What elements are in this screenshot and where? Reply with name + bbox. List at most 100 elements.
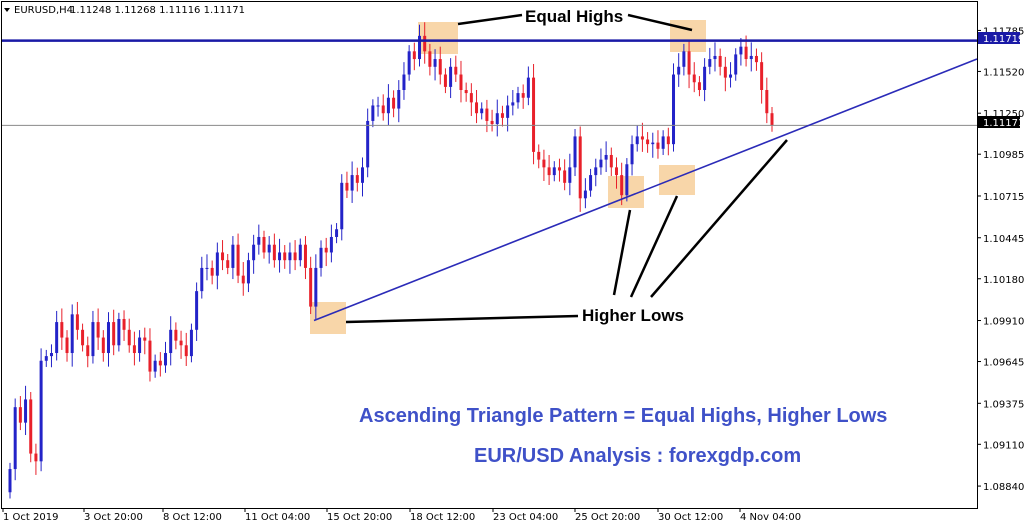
candle-body [506,105,510,118]
candle-body [459,74,463,90]
candle-body [739,46,743,55]
candle-body [640,136,644,140]
candle-body [195,291,199,330]
candle-body [718,55,722,67]
candle-body [547,167,551,176]
candle-body [770,113,774,126]
candle-body [614,167,618,176]
candle-body [13,407,17,470]
candle-body [153,360,157,372]
highlight-box [659,165,695,195]
candle-body [252,244,256,261]
candle-body [449,66,453,87]
candle-body [283,252,287,261]
candle-body [70,314,74,354]
candle-body [635,136,639,145]
candle-body [371,105,375,121]
candle-body [34,453,38,462]
svg-text:1.11171: 1.11171 [983,118,1024,129]
candle-body [563,170,567,183]
chart-lines [2,39,978,322]
candle-body [60,322,64,338]
candle-body [454,66,458,75]
candle-body [542,159,546,168]
candle-body [164,353,168,366]
candle-body [703,66,707,90]
candle-body [215,252,219,276]
candle-body [226,260,230,268]
candle-body [599,159,603,168]
price-tick-label: 1.11250 [983,109,1024,120]
candle-body [257,236,261,245]
candle-body [293,252,297,261]
candle-body [443,74,447,87]
candle-body [267,244,271,253]
candle-body [594,167,598,176]
candle-body [174,329,178,341]
candle-body [91,322,95,357]
candle-body [573,136,577,168]
candle-body [480,108,484,114]
dropdown-triangle-icon[interactable] [4,8,10,12]
price-tick-label: 1.11785 [983,26,1024,37]
candle-body [262,236,266,253]
candle-body [81,329,85,346]
candle-body [221,252,225,261]
candle-body [86,345,90,357]
candle-body [433,59,437,67]
candle-body [324,247,328,253]
candle-body [428,51,432,67]
candle-body [552,167,556,176]
candle-body [158,360,162,366]
candle-body [309,267,313,307]
annotation-pointer [627,13,693,32]
candle-body [568,167,572,183]
candle-body [490,120,494,125]
plot-frame [1,1,978,509]
price-tick-label: 1.11520 [983,67,1024,78]
resistance-price-tag: 1.11719 [978,32,1024,45]
symbol-timeframe: EURUSD,H4 [14,5,73,16]
candle-body [578,136,582,199]
candle-body [169,329,173,354]
time-tick-label: 23 Oct 04:00 [493,512,558,523]
candle-body [184,345,188,357]
time-tick-label: 3 Oct 20:00 [84,512,143,523]
candle-body [412,51,416,60]
candle-body [583,190,587,199]
ohlc-values: 1.11248 1.11268 1.11116 1.11171 [70,5,245,16]
candle-body [231,244,235,268]
candle-body [500,113,504,118]
candle-body [708,59,712,67]
candle-body [677,66,681,75]
candle-body [101,337,105,354]
candle-body [132,345,136,354]
candle-body [723,66,727,78]
price-tick-label: 1.09375 [983,399,1024,410]
svg-text:1.11719: 1.11719 [983,34,1024,45]
annotation-pointer [457,13,523,26]
candle-body [589,175,593,191]
candle-body [210,267,214,276]
candle-body [288,252,292,261]
candle-body [314,267,318,307]
candle-body [749,55,753,60]
price-tick-label: 1.10445 [983,234,1024,245]
candle-body [511,102,515,106]
candle-body [697,82,701,90]
equal-highs-label: Equal Highs [525,7,623,26]
time-tick-label: 30 Oct 12:00 [658,512,723,523]
candle-body [112,322,116,346]
annotation-pointer [629,195,679,298]
candle-body [350,175,354,191]
price-tick-label: 1.10715 [983,192,1024,203]
candle-body [65,337,69,354]
candle-body [557,167,561,171]
candle-body [8,469,12,493]
time-tick-label: 8 Oct 12:00 [163,512,222,523]
candle-body [75,314,79,330]
candle-body [687,51,691,75]
candle-body [630,144,634,165]
candle-body [200,267,204,292]
